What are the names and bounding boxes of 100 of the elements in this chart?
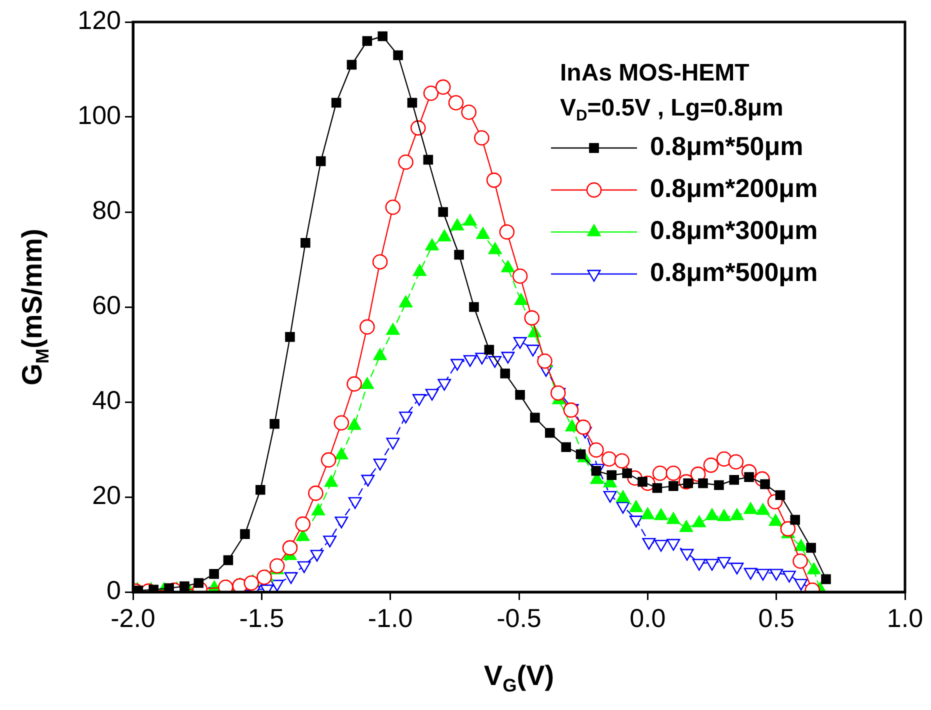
x-tick-label: -1.5 <box>239 602 284 633</box>
point <box>407 98 418 108</box>
point <box>256 570 272 585</box>
y-tick-label: 60 <box>92 290 121 320</box>
point <box>270 418 280 429</box>
point <box>334 415 350 431</box>
point <box>544 428 555 438</box>
y-tick-label: 20 <box>92 480 121 510</box>
point <box>744 472 754 482</box>
point <box>438 207 448 217</box>
x-tick-label: -1.0 <box>368 602 413 633</box>
point <box>680 520 693 532</box>
point <box>331 98 342 108</box>
point <box>398 154 414 170</box>
point <box>714 480 724 490</box>
point <box>448 95 464 110</box>
point <box>792 553 808 569</box>
point <box>334 448 348 460</box>
point <box>360 377 374 390</box>
point <box>768 514 782 526</box>
point <box>760 479 770 490</box>
point <box>614 453 630 469</box>
point <box>180 581 190 592</box>
x-tick-label: 0.5 <box>758 602 794 633</box>
point <box>622 468 632 478</box>
point <box>269 558 285 574</box>
x-tick-label: -2.0 <box>110 602 156 633</box>
point <box>385 200 401 215</box>
point <box>629 500 643 512</box>
point <box>285 332 295 342</box>
point <box>775 490 786 500</box>
legend-label: 0.8μm*500μm <box>650 257 818 288</box>
point <box>423 154 434 165</box>
point <box>372 254 388 270</box>
point <box>744 502 758 514</box>
point <box>399 296 412 308</box>
legend-label: 0.8μm*50μm <box>650 131 804 162</box>
point <box>666 512 680 524</box>
point <box>435 79 451 95</box>
x-tick-label: -0.5 <box>496 602 542 633</box>
x-tick-label: 0.0 <box>630 602 666 633</box>
y-tick-label: 80 <box>92 195 121 226</box>
point <box>692 515 706 528</box>
point <box>565 420 579 432</box>
point <box>576 449 586 460</box>
point <box>348 418 362 430</box>
point <box>209 569 219 579</box>
point <box>550 385 566 401</box>
point <box>499 224 515 240</box>
point <box>393 50 403 60</box>
point <box>515 390 525 400</box>
point <box>378 31 388 42</box>
point <box>821 574 831 584</box>
point <box>705 508 719 520</box>
point <box>512 268 528 284</box>
point <box>576 420 591 435</box>
point <box>223 555 234 566</box>
point <box>386 323 400 335</box>
point <box>561 442 571 452</box>
point <box>790 514 800 525</box>
point <box>148 584 158 592</box>
point <box>300 238 310 248</box>
point <box>756 503 770 515</box>
point <box>654 508 668 520</box>
legend-label: 0.8μm*200μm <box>650 173 818 204</box>
point <box>717 509 731 522</box>
point <box>591 466 602 476</box>
point <box>244 575 260 591</box>
point <box>295 516 310 532</box>
point <box>652 483 662 493</box>
point <box>666 466 682 481</box>
point <box>255 484 266 495</box>
point <box>312 504 325 516</box>
y-tick-label: 120 <box>78 5 121 36</box>
point <box>500 368 510 378</box>
point <box>606 470 617 480</box>
point <box>730 508 744 520</box>
point <box>729 475 740 485</box>
point <box>474 130 490 146</box>
point <box>308 486 324 501</box>
point <box>373 348 387 360</box>
point <box>346 60 357 70</box>
point <box>668 481 678 491</box>
y-tick-label: 40 <box>92 385 121 416</box>
point <box>362 36 372 46</box>
point <box>807 562 821 574</box>
point <box>346 376 362 392</box>
point <box>806 542 816 553</box>
point <box>320 452 336 468</box>
x-axis-title: V$_{G}$(V) <box>484 660 554 697</box>
point <box>640 507 654 520</box>
point <box>469 302 479 312</box>
point <box>703 458 719 473</box>
point <box>794 539 808 552</box>
point <box>461 104 476 120</box>
point <box>638 476 648 487</box>
point <box>240 529 250 539</box>
point <box>524 310 540 326</box>
point <box>698 478 708 488</box>
point <box>780 521 796 536</box>
